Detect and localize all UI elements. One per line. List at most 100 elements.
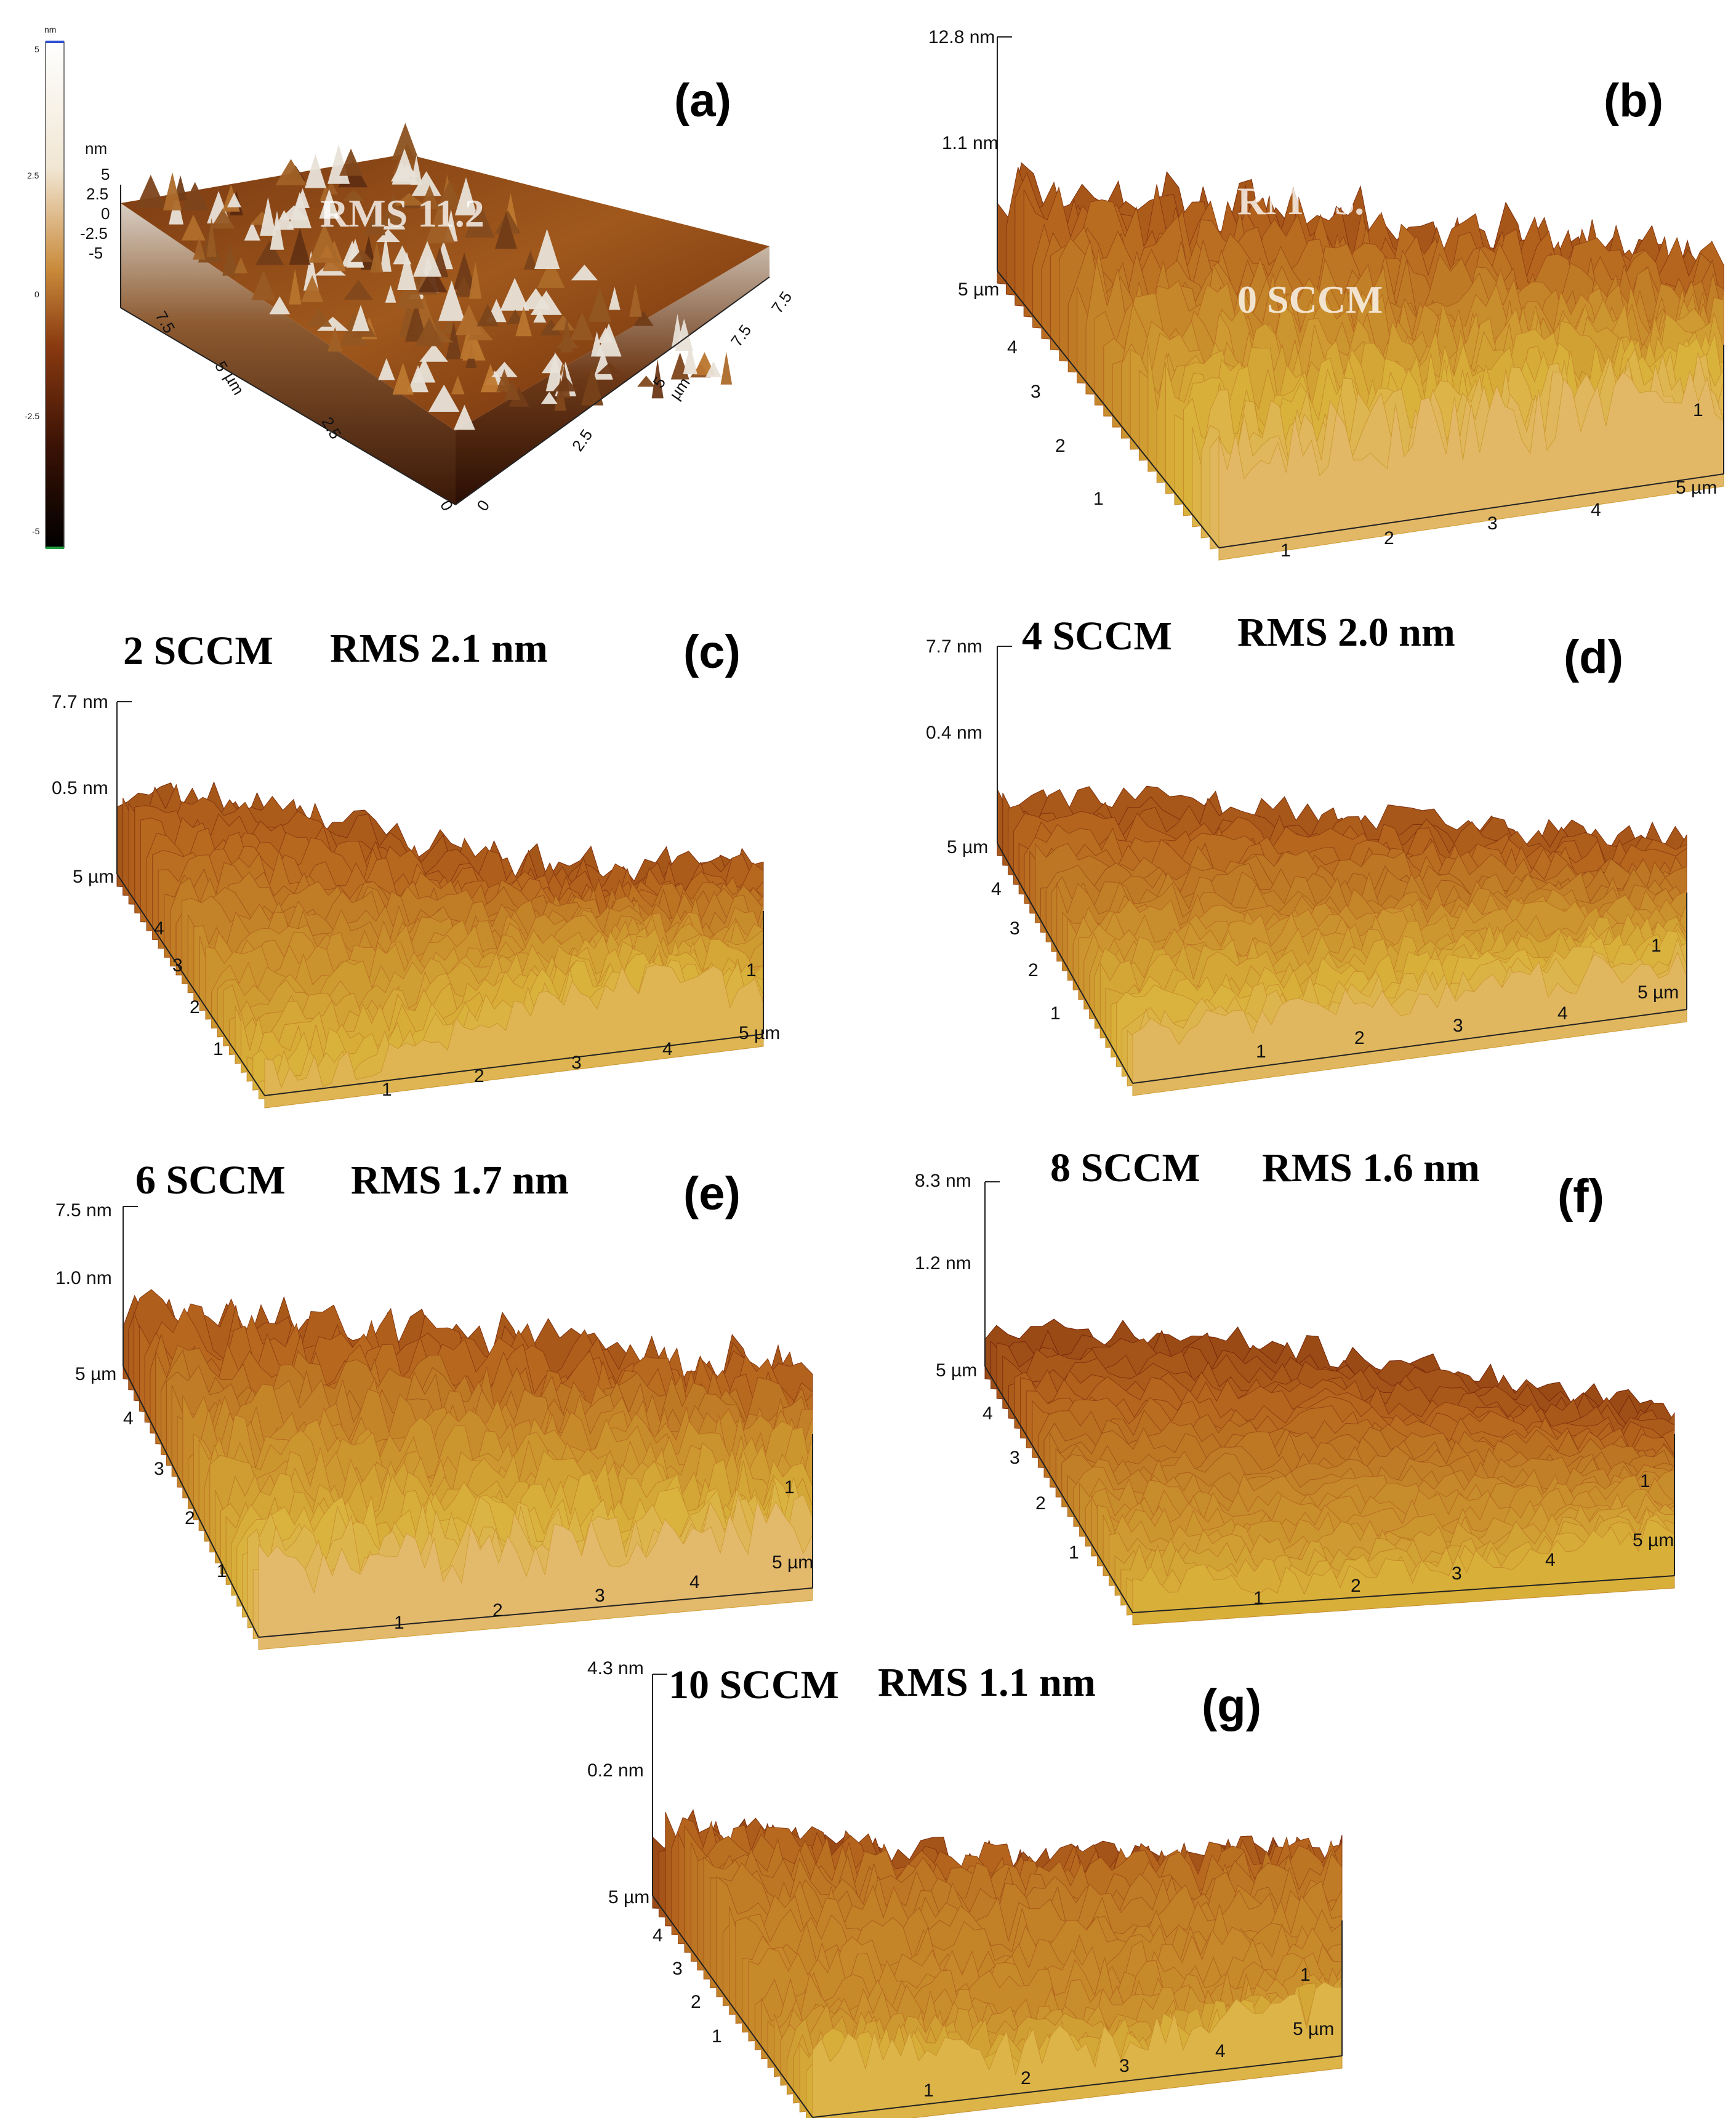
x-tick: 5 µm [772, 1552, 814, 1573]
surface-mesh [984, 1318, 1675, 1626]
x-tick: 1 [923, 2080, 934, 2101]
right-tick: 1 [1693, 400, 1703, 420]
surface-peak [308, 223, 340, 263]
surface-mesh [116, 781, 764, 1109]
x-tick: 1 [1253, 1588, 1264, 1608]
surface-peak [540, 319, 562, 335]
z-axis-top: 12.8 nm [928, 27, 995, 47]
y-axis-line [652, 1895, 813, 2118]
panel-a-graphic [45, 41, 770, 549]
y-tick: 2 [190, 997, 200, 1017]
x-tick: 3 [1453, 1016, 1463, 1036]
flow-header: 6 SCCM [135, 1158, 286, 1203]
panel-e: 6 SCCM RMS 1.7 nm (e) 7.5 nm 1.0 nm 5 µm… [0, 1145, 862, 1650]
y-tick: 5 µm [936, 1360, 978, 1381]
surface-peak [597, 362, 623, 374]
surface-peak [206, 218, 217, 257]
x-tick: 4 [1545, 1550, 1556, 1570]
surface-peak [523, 250, 537, 270]
z-axis-mid: 0.2 nm [587, 1760, 644, 1781]
panel-g: 10 SCCM RMS 1.1 nm (g) 4.3 nm 0.2 nm 5 µ… [554, 1637, 1416, 2118]
surface-peak [651, 359, 664, 399]
colorbar [45, 41, 65, 548]
surface-peak [222, 241, 238, 276]
y-tick: 4 [983, 1403, 993, 1424]
panel-label: (b) [1604, 74, 1664, 127]
y-tick: 1 [213, 1039, 223, 1059]
surface-side-right [456, 246, 770, 505]
rms-overlay: RMS 3.4 [1237, 179, 1384, 223]
surface-peak [534, 228, 560, 269]
surface-peak [629, 284, 642, 317]
surface-peak [496, 369, 513, 392]
surface-peak [319, 189, 339, 219]
panel-g-graphic [652, 1674, 1343, 2118]
surface-peak [460, 326, 478, 359]
surface-peak [454, 177, 478, 215]
y-tick: 5 µm [947, 837, 989, 857]
panel-a: nm 5 2.5 0 -2.5 -5 nm 5 2.5 0 -2.5 -5 7.… [0, 0, 862, 554]
right-tick: 1 [1651, 936, 1662, 956]
colorbar-tick: 0 [34, 289, 39, 299]
z-axis-top: 4.3 nm [587, 1658, 644, 1679]
surface-peak [500, 278, 529, 311]
panel-label: (e) [683, 1168, 741, 1220]
surface-row [812, 1981, 1343, 2118]
panel-label: (f) [1557, 1170, 1604, 1222]
surface-peak [705, 361, 721, 377]
x-tick: 4 [1215, 2041, 1226, 2061]
y-tick: 4 [1007, 337, 1018, 358]
x-axis-line [812, 2055, 1343, 2118]
right-tick: 1 [746, 960, 757, 981]
surface-peak [370, 242, 384, 273]
y-tick: 4 [154, 918, 164, 939]
surface-peak [234, 257, 248, 274]
z-axis-top: 7.7 nm [52, 692, 108, 712]
rms-header: RMS 2.1 nm [330, 626, 548, 671]
z-axis-tick: -5 [89, 244, 103, 262]
surface-peak [379, 193, 408, 227]
z-axis-mid: 1.0 nm [55, 1268, 112, 1288]
surface-peak [378, 358, 395, 380]
x-tick: 4 [662, 1039, 673, 1059]
z-axis-mid: 1.1 nm [942, 133, 999, 153]
panel-f: 8 SCCM RMS 1.6 nm (f) 8.3 nm 1.2 nm 5 µm… [874, 1145, 1736, 1650]
surface-peak [269, 296, 291, 315]
x-tick: 5 µm [1293, 2019, 1335, 2039]
colorbar-tick: 5 [34, 44, 39, 54]
surface-peak [446, 321, 462, 359]
surface-peak [135, 175, 166, 208]
z-axis-top: 8.3 nm [915, 1171, 971, 1191]
x-tick: 2 [474, 1066, 484, 1086]
colorbar-tick: -5 [32, 526, 40, 536]
x-tick: 1 [1256, 1041, 1266, 1062]
surface-peak [392, 122, 419, 161]
panel-d: 4 SCCM RMS 2.0 nm (d) 7.7 nm 0.4 nm 5 µm… [874, 603, 1736, 1096]
right-tick: 1 [1300, 1965, 1311, 1985]
x-tick: 1 [382, 1080, 392, 1100]
surface-peak [320, 244, 334, 259]
panel-c-graphic [116, 701, 764, 1109]
x-tick: 2 [1351, 1576, 1361, 1596]
colorbar-unit: nm [44, 25, 57, 34]
panel-c: 2 SCCM RMS 2.1 nm (c) 7.7 nm 0.5 nm 5 µm… [0, 603, 862, 1126]
y-tick: 3 [1031, 382, 1041, 402]
rms-header: RMS 1.1 nm [878, 1660, 1096, 1705]
surface-peak [596, 323, 622, 357]
z-axis-mid: 1.2 nm [915, 1253, 971, 1274]
panel-label: (d) [1564, 631, 1624, 683]
surface-peak [339, 148, 363, 176]
right-tick: 1 [1640, 1471, 1650, 1491]
x-tick: 1 [1280, 540, 1291, 561]
y-tick: 1 [217, 1561, 227, 1581]
surface-peak [464, 201, 495, 238]
surface-peak [720, 351, 733, 385]
surface-peak [412, 358, 436, 383]
surface-peak [385, 285, 396, 303]
surface-peak [414, 318, 444, 347]
x-tick: 5 µm [1676, 478, 1718, 498]
x-tick: 3 [1119, 2056, 1130, 2076]
surface-peak [425, 203, 455, 244]
surface-peak [411, 171, 441, 196]
surface-peaks [135, 122, 733, 430]
